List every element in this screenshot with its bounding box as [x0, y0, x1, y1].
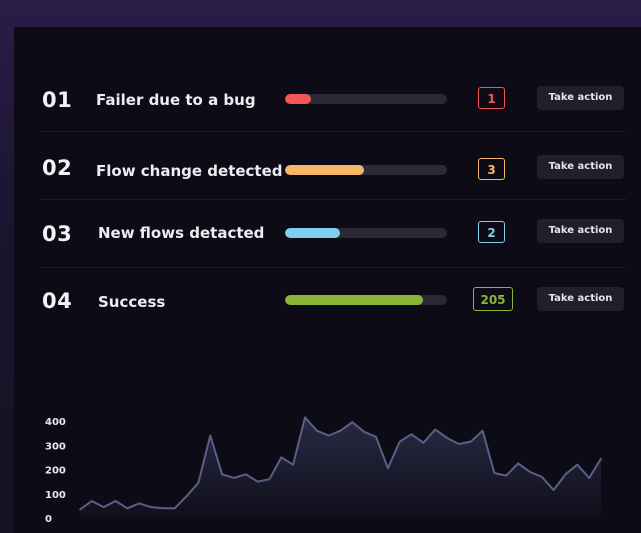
data-point [576, 463, 579, 466]
data-point [162, 507, 164, 510]
data-point [375, 435, 377, 438]
row-divider [40, 267, 626, 268]
data-point [481, 429, 484, 432]
activity-area-chart: 4003002001000JanFebMarAprMayJunJulAugSep… [45, 416, 602, 525]
data-point [209, 434, 212, 437]
y-tick-label: 100 [45, 490, 66, 501]
issue-label: Success [98, 293, 166, 311]
progress-track [285, 165, 447, 175]
take-action-button[interactable]: Take action [537, 86, 624, 110]
progress-track [285, 295, 447, 305]
issue-label: New flows detacted [98, 224, 265, 242]
data-point [114, 500, 117, 502]
data-point [564, 473, 567, 476]
y-tick-label: 300 [45, 441, 66, 452]
data-point [600, 457, 602, 460]
y-tick-label: 200 [45, 466, 66, 477]
data-point [398, 440, 401, 443]
data-point [173, 507, 176, 510]
progress-fill [285, 94, 311, 104]
data-point [316, 429, 318, 432]
data-point [446, 437, 448, 439]
data-point [410, 433, 413, 436]
data-point [292, 463, 294, 466]
data-point [339, 429, 342, 432]
issue-number: 01 [42, 88, 73, 112]
take-action-button[interactable]: Take action [537, 219, 624, 243]
data-point [529, 471, 531, 473]
data-point [138, 502, 141, 505]
progress-fill [285, 228, 341, 238]
data-point [434, 428, 437, 431]
progress-track [285, 94, 447, 104]
data-point [79, 508, 81, 511]
data-point [126, 507, 129, 510]
progress-fill [285, 295, 423, 305]
issues-panel: 01 Failer due to a bug 1 Take action 02 … [14, 27, 641, 533]
count-badge: 1 [478, 87, 505, 109]
data-point [280, 456, 283, 459]
y-tick-label: 0 [45, 514, 52, 525]
row-divider [40, 199, 626, 200]
data-point [540, 475, 543, 478]
row-divider [40, 131, 626, 132]
issue-label: Failer due to a bug [96, 91, 256, 109]
issue-row-3: 03 New flows detacted 2 Take action [14, 200, 641, 268]
data-point [91, 500, 93, 502]
data-point [268, 478, 271, 480]
issue-row-1: 01 Failer due to a bug 1 Take action [14, 66, 641, 134]
data-point [102, 506, 105, 508]
progress-track [285, 228, 447, 238]
issue-number: 03 [42, 222, 73, 246]
data-point [256, 480, 259, 483]
data-point [469, 440, 472, 443]
data-point [458, 443, 460, 445]
data-point [197, 482, 200, 484]
data-point [304, 416, 306, 419]
take-action-button[interactable]: Take action [537, 155, 624, 179]
data-point [363, 431, 365, 433]
take-action-button[interactable]: Take action [537, 287, 624, 311]
data-point [244, 473, 247, 476]
data-point [493, 472, 496, 474]
y-tick-label: 400 [45, 417, 66, 428]
count-badge: 3 [478, 158, 505, 180]
data-point [185, 495, 188, 497]
data-point [327, 434, 330, 437]
data-point [233, 477, 235, 479]
data-point [517, 462, 519, 465]
issue-row-2: 02 Flow change detected 3 Take action [14, 134, 641, 202]
issue-number: 04 [42, 289, 73, 313]
progress-fill [285, 165, 365, 175]
data-point [150, 506, 152, 508]
data-point [505, 474, 508, 477]
data-point [422, 442, 425, 444]
data-point [552, 489, 555, 491]
data-point [588, 477, 590, 479]
count-badge: 2 [478, 221, 505, 243]
issue-row-4: 04 Success 205 Take action [14, 268, 641, 336]
data-point [351, 421, 354, 424]
issue-number: 02 [42, 156, 73, 180]
count-badge: 205 [473, 287, 513, 311]
issue-label: Flow change detected [96, 162, 283, 180]
data-point [221, 473, 223, 476]
data-point [387, 467, 389, 470]
